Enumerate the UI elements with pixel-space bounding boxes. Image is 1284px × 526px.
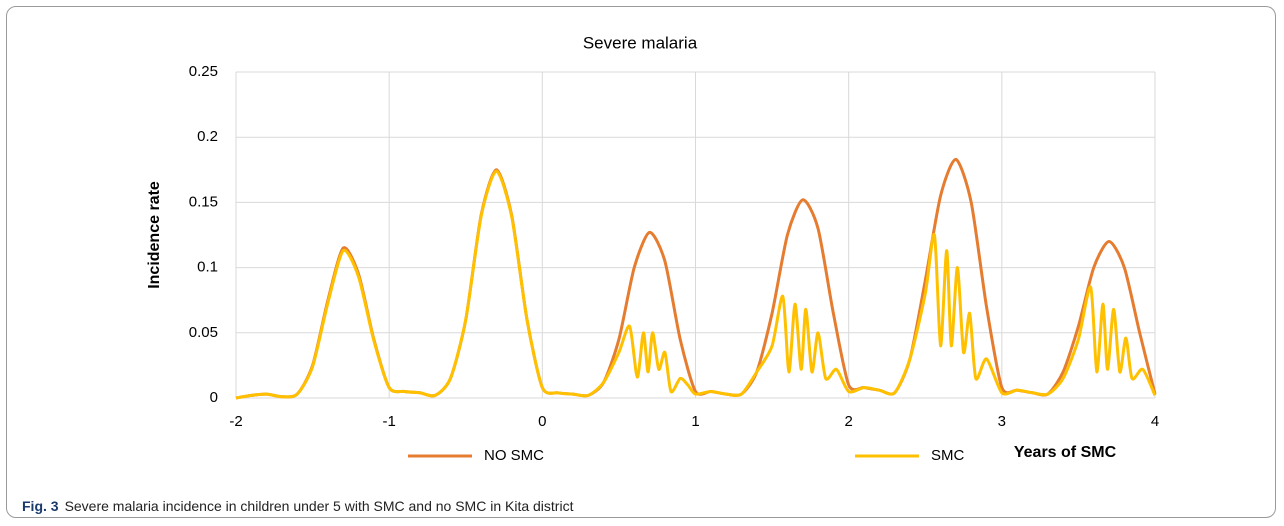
- y-tick-label: 0.1: [197, 259, 218, 276]
- y-tick-label: 0.25: [189, 63, 218, 80]
- line: [235, 169, 1157, 400]
- y-tick-label: 0.05: [189, 324, 218, 341]
- y-tick-label: 0.2: [197, 128, 218, 145]
- caption-label: Fig. 3: [22, 498, 59, 514]
- x-tick-label: -1: [382, 413, 395, 430]
- x-tick-label: 0: [538, 413, 546, 430]
- x-axis-label: Years of SMC: [1014, 444, 1117, 461]
- chart-title: Severe malaria: [583, 33, 698, 52]
- caption: Fig. 3 Severe malaria incidence in childr…: [22, 498, 573, 514]
- x-tick-label: 3: [998, 413, 1006, 430]
- x-tick-label: 4: [1151, 413, 1159, 430]
- y-tick-label: 0: [210, 389, 218, 406]
- caption-text: Severe malaria incidence in children und…: [64, 498, 574, 514]
- figure-frame: [6, 6, 1276, 518]
- legend-label: NO SMC: [484, 447, 544, 464]
- x-tick-label: 1: [691, 413, 699, 430]
- legend-label: SMC: [931, 447, 965, 464]
- x-tick-label: 2: [844, 413, 852, 430]
- x-tick-label: -2: [229, 413, 242, 430]
- y-axis-label: Incidence rate: [146, 181, 163, 289]
- y-tick-label: 0.15: [189, 193, 218, 210]
